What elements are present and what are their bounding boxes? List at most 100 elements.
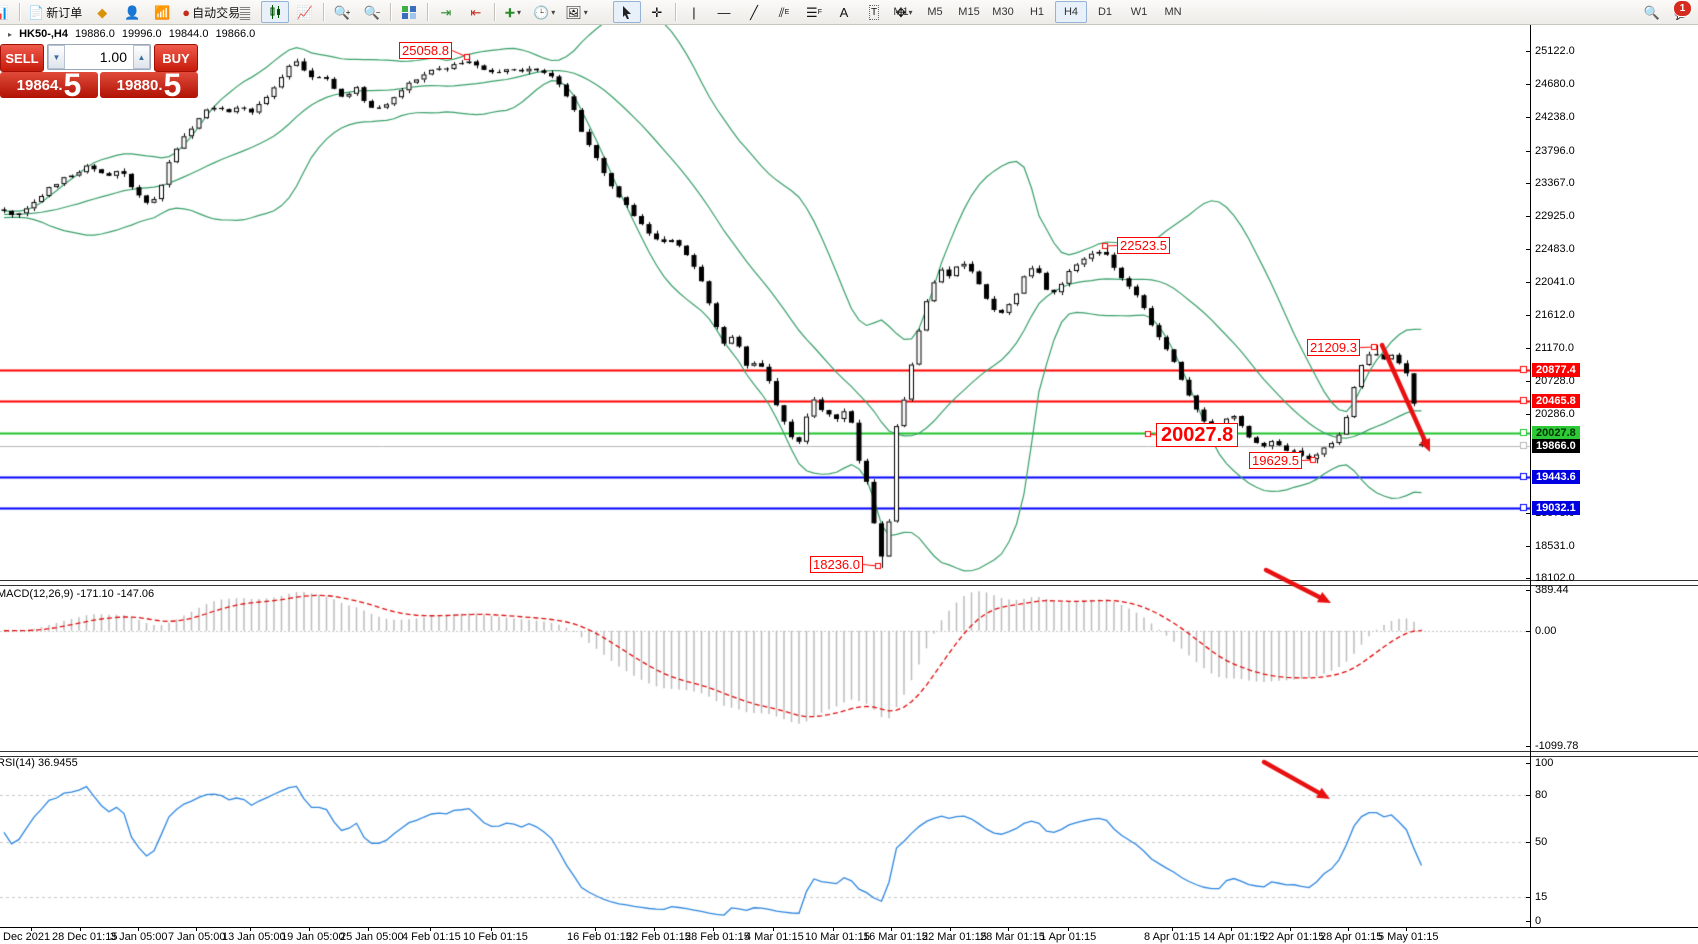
time-label: 16 Feb 01:15	[567, 931, 632, 943]
zoom-out-button[interactable]: 🔍 −	[363, 4, 381, 20]
trendline-icon: ╱	[750, 4, 758, 20]
periods-button[interactable]: 🕒 ▾	[529, 1, 559, 23]
search-icon[interactable]: 🔍	[1643, 4, 1660, 20]
candlestick-button[interactable]	[261, 1, 289, 23]
buy-price[interactable]: 19880. 5	[100, 72, 198, 98]
template-icon: 🖼	[565, 4, 582, 20]
chart-icon: 📊	[0, 4, 10, 20]
time-tick	[595, 928, 596, 931]
chart-symbol: HK50-,H4	[19, 28, 68, 40]
macd-tick-label: 0.00	[1535, 625, 1557, 637]
chart-shift-icon: ⇤	[470, 4, 482, 20]
candlestick-chart[interactable]	[0, 25, 1530, 580]
signal-icon: 📶	[154, 4, 171, 20]
metaeditor-button[interactable]: ◆	[88, 1, 116, 23]
buy-button[interactable]: BUY	[154, 44, 198, 72]
panel-separator[interactable]	[0, 580, 1698, 586]
macd-tick	[1526, 590, 1530, 591]
price-tick	[1526, 513, 1530, 514]
volume-down-button[interactable]: ▼	[48, 45, 65, 69]
price-tick-label: 18102.0	[1535, 572, 1575, 584]
time-tick	[250, 928, 251, 931]
zoom-in-button[interactable]: 🔍 +	[333, 4, 351, 20]
price-tick	[1526, 51, 1530, 52]
price-annotation[interactable]: 21209.3	[1307, 339, 1360, 356]
time-tick	[430, 928, 431, 931]
rsi-tick-label: 0	[1535, 915, 1542, 927]
tile-windows-button[interactable]	[395, 1, 423, 23]
horizontal-line-button[interactable]: —	[710, 1, 738, 23]
price-tick-label: 23367.0	[1535, 177, 1575, 189]
candlestick-icon	[270, 5, 280, 19]
macd-chart[interactable]	[0, 584, 1530, 751]
price-annotation[interactable]: 25058.8	[399, 42, 452, 59]
bar-chart-button[interactable]: 𝄛	[231, 1, 259, 23]
profile-button[interactable]: 👤	[118, 1, 146, 23]
fibonacci-icon: ☰	[806, 4, 818, 20]
channel-button[interactable]: ⫽ E	[778, 4, 790, 20]
rsi-label: RSI(14) 36.9455	[0, 757, 78, 769]
time-label: 14 Apr 01:15	[1203, 931, 1266, 943]
panel-separator[interactable]	[0, 751, 1698, 757]
price-annotation[interactable]: 22523.5	[1117, 237, 1170, 254]
indicators-button[interactable]: 🞥 ▾	[499, 1, 527, 23]
rsi-tick-label: 50	[1535, 836, 1548, 848]
sell-button[interactable]: SELL	[0, 44, 44, 72]
time-tick	[31, 928, 32, 931]
price-tick	[1526, 315, 1530, 316]
fibonacci-button[interactable]: ☰ F	[806, 4, 822, 20]
ohlc-low: 19844.0	[168, 28, 209, 40]
price-tick	[1526, 183, 1530, 184]
timeframe-d1[interactable]: D1	[1097, 6, 1113, 18]
chart-shift-button[interactable]: ⇤	[462, 1, 490, 23]
timeframe-h4[interactable]: H4	[1055, 1, 1087, 23]
signal-button[interactable]: 📶	[148, 1, 176, 23]
text-label-icon: T	[868, 4, 880, 20]
text-button[interactable]: A	[830, 1, 858, 23]
rsi-tick	[1526, 795, 1530, 796]
rsi-chart[interactable]	[0, 755, 1530, 927]
rsi-tick	[1526, 897, 1530, 898]
timeframe-m5[interactable]: M5	[927, 6, 943, 18]
price-tick-label: 22925.0	[1535, 210, 1575, 222]
volume-up-button[interactable]: ▲	[133, 45, 150, 69]
cursor-button[interactable]	[613, 1, 641, 23]
price-annotation[interactable]: 19629.5	[1249, 452, 1302, 469]
timeframe-m30[interactable]: M30	[992, 6, 1014, 18]
time-tick	[773, 928, 774, 931]
trendline-button[interactable]: ╱	[740, 1, 768, 23]
clipped-button[interactable]: 📊	[0, 1, 15, 23]
line-chart-button[interactable]: 📈	[291, 1, 319, 23]
time-axis[interactable]: Dec 2021 28 Dec 01:15 3 Jan 05:00 7 Jan 05:…	[0, 927, 1698, 944]
time-label: 4 Feb 01:15	[402, 931, 461, 943]
new-order-icon: 📄	[28, 4, 45, 20]
price-tick-label: 21612.0	[1535, 309, 1575, 321]
time-label: 10 Mar 01:15	[805, 931, 870, 943]
horizontal-line-icon: —	[717, 4, 731, 20]
notification-badge[interactable]: 1	[1673, 0, 1692, 17]
rsi-tick	[1526, 842, 1530, 843]
price-annotation[interactable]: 20027.8	[1156, 423, 1239, 447]
volume-input[interactable]	[65, 45, 133, 69]
timeframe-m15[interactable]: M15	[958, 6, 980, 18]
timeframe-group: M1 M5 M15 M30 H1 H4 D1 W1 MN	[884, 0, 1190, 24]
time-tick	[138, 928, 139, 931]
ohlc-open: 19886.0	[75, 28, 115, 40]
rsi-tick-label: 80	[1535, 789, 1548, 801]
sell-price[interactable]: 19864. 5	[0, 72, 98, 98]
price-tick	[1526, 546, 1530, 547]
crosshair-button[interactable]: ✛	[643, 1, 671, 23]
ohlc-high: 19996.0	[121, 28, 162, 40]
templates-button[interactable]: 🖼 ▾	[561, 1, 592, 23]
time-tick	[1348, 928, 1349, 931]
vertical-line-button[interactable]: |	[680, 1, 708, 23]
auto-scroll-button[interactable]: ⇥	[432, 1, 460, 23]
new-order-button[interactable]: 📄 新订单	[24, 1, 86, 23]
price-tick-label: 22483.0	[1535, 243, 1575, 255]
timeframe-w1[interactable]: W1	[1130, 6, 1148, 18]
timeframe-m1[interactable]: M1	[893, 6, 909, 18]
price-annotation[interactable]: 18236.0	[810, 556, 863, 573]
timeframe-mn[interactable]: MN	[1164, 6, 1182, 18]
price-line-badge: 19443.6	[1532, 470, 1580, 484]
timeframe-h1[interactable]: H1	[1029, 6, 1045, 18]
